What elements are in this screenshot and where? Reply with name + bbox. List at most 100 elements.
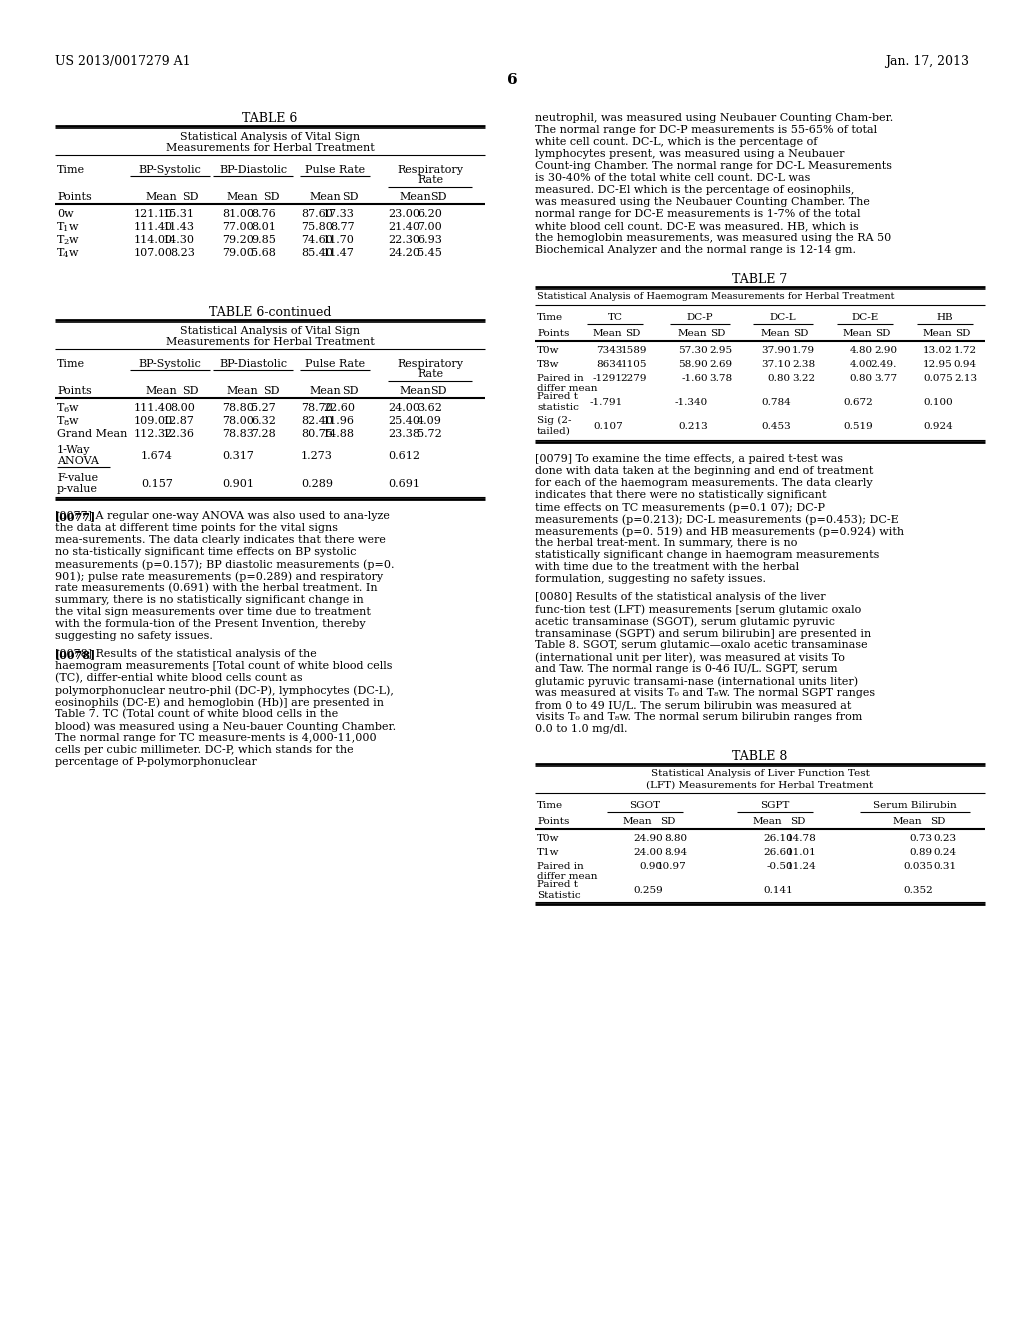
Text: p-value: p-value [57,484,98,494]
Text: transaminase (SGPT) and serum bilirubin] are presented in: transaminase (SGPT) and serum bilirubin]… [535,628,871,639]
Text: SD: SD [793,329,808,338]
Text: 23.00: 23.00 [388,209,420,219]
Text: 2.69: 2.69 [709,360,732,370]
Text: SD: SD [342,191,358,202]
Text: Table 7. TC (Total count of white blood cells in the: Table 7. TC (Total count of white blood … [55,709,338,719]
Text: 2.90: 2.90 [873,346,897,355]
Text: 1105: 1105 [621,360,647,370]
Text: Measurements for Herbal Treatment: Measurements for Herbal Treatment [166,143,375,153]
Text: Points: Points [57,385,92,396]
Text: BP-Systolic: BP-Systolic [138,165,202,176]
Text: 22.60: 22.60 [323,403,355,413]
Text: 4.80: 4.80 [850,346,873,355]
Text: SGOT: SGOT [630,801,660,810]
Text: 15.31: 15.31 [163,209,195,219]
Text: summary, there is no statistically significant change in: summary, there is no statistically signi… [55,595,364,605]
Text: TABLE 6: TABLE 6 [243,112,298,125]
Text: (international unit per liter), was measured at visits To: (international unit per liter), was meas… [535,652,845,663]
Text: 85.40: 85.40 [301,248,333,257]
Text: 2: 2 [63,238,69,246]
Text: [0077]: [0077] [55,511,96,521]
Text: 0.94: 0.94 [954,360,977,370]
Text: SD: SD [710,329,725,338]
Text: T: T [57,235,65,246]
Text: measurements (p=0.157); BP diastolic measurements (p=0.: measurements (p=0.157); BP diastolic mea… [55,558,394,569]
Text: 78.83: 78.83 [222,429,254,440]
Text: TABLE 6-continued: TABLE 6-continued [209,306,331,319]
Text: glutamic pyruvic transami-nase (international units liter): glutamic pyruvic transami-nase (internat… [535,676,858,686]
Text: for each of the haemogram measurements. The data clearly: for each of the haemogram measurements. … [535,478,872,488]
Text: neutrophil, was measured using Neubauer Counting Cham-ber.: neutrophil, was measured using Neubauer … [535,114,893,123]
Text: HB: HB [937,313,953,322]
Text: Statistical Analysis of Vital Sign: Statistical Analysis of Vital Sign [180,326,360,337]
Text: 75.80: 75.80 [301,222,333,232]
Text: 8.01: 8.01 [251,222,276,232]
Text: 11.70: 11.70 [324,235,355,246]
Text: 26.60: 26.60 [763,847,793,857]
Text: 58.90: 58.90 [678,360,708,370]
Text: Respiratory: Respiratory [397,359,463,370]
Text: measurements (p=0. 519) and HB measurements (p=0.924) with: measurements (p=0. 519) and HB measureme… [535,525,904,536]
Text: 0.107: 0.107 [593,422,623,432]
Text: SD: SD [430,385,446,396]
Text: DC-E: DC-E [851,313,879,322]
Text: 0.259: 0.259 [633,886,663,895]
Text: Points: Points [537,817,569,826]
Text: DC-P: DC-P [687,313,714,322]
Text: 14.78: 14.78 [787,834,817,843]
Text: SD: SD [182,385,199,396]
Text: Time: Time [57,165,85,176]
Text: 79.20: 79.20 [222,235,254,246]
Text: Mean: Mean [399,385,431,396]
Text: 8.76: 8.76 [251,209,276,219]
Text: 0.352: 0.352 [903,886,933,895]
Text: suggesting no safety issues.: suggesting no safety issues. [55,631,213,642]
Text: 24.20: 24.20 [388,248,420,257]
Text: polymorphonuclear neutro-phil (DC-P), lymphocytes (DC-L),: polymorphonuclear neutro-phil (DC-P), ly… [55,685,394,696]
Text: Mean: Mean [309,191,341,202]
Text: Pulse Rate: Pulse Rate [305,165,366,176]
Text: 80.75: 80.75 [301,429,333,440]
Text: Mean: Mean [843,329,872,338]
Text: white cell count. DC-L, which is the percentage of: white cell count. DC-L, which is the per… [535,137,817,147]
Text: [0079] To examine the time effects, a paired t-test was: [0079] To examine the time effects, a pa… [535,454,843,465]
Text: 74.60: 74.60 [301,235,333,246]
Text: T0w: T0w [537,346,559,355]
Text: 1.72: 1.72 [954,346,977,355]
Text: w: w [69,416,79,426]
Text: differ mean: differ mean [537,873,597,880]
Text: 87.60: 87.60 [301,209,333,219]
Text: 11.01: 11.01 [787,847,817,857]
Text: 0.31: 0.31 [934,862,957,871]
Text: 0.289: 0.289 [301,479,333,488]
Text: 0.100: 0.100 [924,399,953,407]
Text: blood) was measured using a Neu-bauer Counting Chamber.: blood) was measured using a Neu-bauer Co… [55,721,396,731]
Text: 0.035: 0.035 [903,862,933,871]
Text: Mean: Mean [309,385,341,396]
Text: Pulse Rate: Pulse Rate [305,359,366,370]
Text: 24.00: 24.00 [633,847,663,857]
Text: 78.80: 78.80 [222,403,254,413]
Text: 11.47: 11.47 [324,248,355,257]
Text: Mean: Mean [226,191,258,202]
Text: 5.27: 5.27 [251,403,276,413]
Text: with the formula-tion of the Present Invention, thereby: with the formula-tion of the Present Inv… [55,619,366,630]
Text: SD: SD [430,191,446,202]
Text: 9.85: 9.85 [251,235,276,246]
Text: Points: Points [57,191,92,202]
Text: Mean: Mean [226,385,258,396]
Text: 12.87: 12.87 [163,416,195,426]
Text: 4.09: 4.09 [417,416,442,426]
Text: TC: TC [607,313,623,322]
Text: (TC), differ-ential white blood cells count as: (TC), differ-ential white blood cells co… [55,673,303,684]
Text: T: T [57,222,65,232]
Text: Paired t: Paired t [537,880,578,888]
Text: formulation, suggesting no safety issues.: formulation, suggesting no safety issues… [535,574,766,583]
Text: TABLE 8: TABLE 8 [732,750,787,763]
Text: Time: Time [537,801,563,810]
Text: w: w [69,403,79,413]
Text: T8w: T8w [537,360,559,370]
Text: Mean: Mean [893,817,923,826]
Text: Count-ing Chamber. The normal range for DC-L Measurements: Count-ing Chamber. The normal range for … [535,161,892,172]
Text: 112.32: 112.32 [134,429,173,440]
